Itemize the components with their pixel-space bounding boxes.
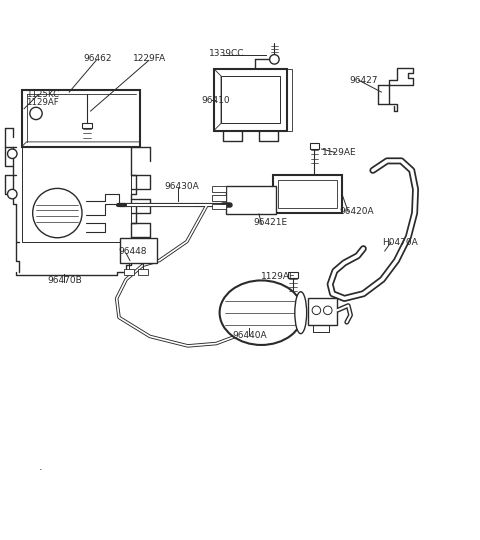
- Text: 1125KC: 1125KC: [25, 90, 59, 99]
- Circle shape: [312, 306, 321, 315]
- Text: 1129AF: 1129AF: [25, 98, 58, 107]
- Text: 96470B: 96470B: [47, 276, 82, 285]
- Text: H0470A: H0470A: [383, 238, 418, 247]
- Text: 96448: 96448: [118, 247, 146, 256]
- Circle shape: [8, 190, 17, 199]
- Bar: [221, 76, 280, 124]
- Circle shape: [324, 306, 332, 315]
- Circle shape: [30, 107, 42, 119]
- Text: 96420A: 96420A: [340, 207, 374, 216]
- Text: .: .: [38, 462, 42, 472]
- Bar: [120, 238, 157, 263]
- Circle shape: [270, 55, 279, 64]
- Bar: [273, 175, 342, 213]
- Bar: [213, 186, 226, 192]
- Bar: [83, 123, 92, 127]
- Ellipse shape: [219, 280, 303, 345]
- Bar: [22, 90, 140, 147]
- Bar: [310, 143, 319, 148]
- Bar: [288, 272, 298, 278]
- Circle shape: [8, 149, 17, 159]
- Bar: [278, 180, 337, 208]
- Bar: [138, 269, 148, 275]
- Bar: [308, 299, 337, 325]
- Text: 96427: 96427: [349, 76, 378, 85]
- Text: 1229FA: 1229FA: [133, 55, 167, 63]
- Bar: [226, 186, 276, 214]
- Text: 96410: 96410: [201, 96, 230, 105]
- Text: 1339CC: 1339CC: [209, 49, 245, 58]
- Bar: [213, 195, 226, 201]
- Text: 96462: 96462: [84, 55, 112, 63]
- Text: 96430A: 96430A: [164, 182, 199, 191]
- Text: 96440A: 96440A: [232, 331, 267, 340]
- Text: 1129AE: 1129AE: [261, 272, 296, 281]
- Circle shape: [33, 188, 82, 238]
- Ellipse shape: [295, 292, 307, 334]
- Bar: [124, 269, 134, 275]
- Text: 1129AE: 1129AE: [322, 148, 356, 157]
- Text: 96421E: 96421E: [253, 218, 288, 227]
- Bar: [214, 69, 288, 131]
- Bar: [213, 204, 226, 210]
